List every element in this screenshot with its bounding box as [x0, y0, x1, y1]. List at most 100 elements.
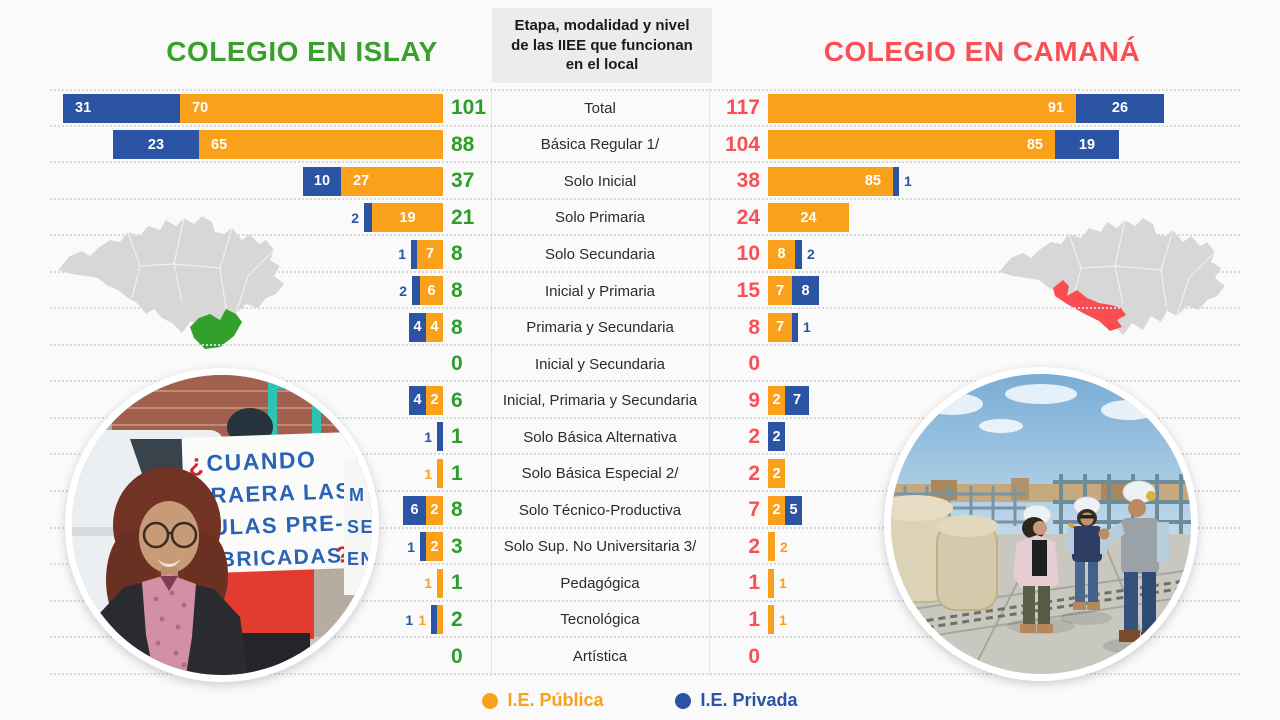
- camana-bar-group: 91 26: [768, 93, 1164, 123]
- bar-segment-publica: [437, 568, 443, 598]
- camana-bar-group: 2: [768, 422, 785, 452]
- bar-value-label-privada: 1: [398, 246, 406, 263]
- camana-title: COLEGIO EN CAMANÁ: [823, 36, 1141, 67]
- islay-province-shape: [190, 309, 242, 349]
- camana-bar-group: 1: [768, 605, 787, 635]
- sign-line: CUANDO: [206, 446, 317, 476]
- bar-segment-privada: 8: [792, 276, 819, 306]
- bar-segment-publica: [768, 605, 774, 635]
- chart-row: 4 4 8 Primaria y Secundaria 8 7 1: [0, 309, 1280, 346]
- islay-total: 88: [451, 132, 475, 156]
- islay-total: 1: [451, 571, 463, 595]
- bar-value-label-privada: 1: [803, 319, 811, 336]
- chart-row: 2 6 8 Inicial y Primaria 15 7 8: [0, 273, 1280, 310]
- camana-total: 0: [748, 644, 760, 668]
- bar-segment-publica: 19: [372, 203, 443, 233]
- camana-total: 2: [748, 461, 760, 485]
- islay-title: COLEGIO EN ISLAY: [166, 36, 438, 67]
- camana-total: 7: [748, 498, 760, 522]
- bar-value-label-publica: 1: [424, 575, 432, 592]
- category-label: Primaria y Secundaria: [526, 319, 674, 337]
- bar-segment-publica: [768, 568, 774, 598]
- camana-total: 2: [748, 425, 760, 449]
- water-tanks: [891, 495, 998, 611]
- chart-row: 0 Inicial y Secundaria 0: [0, 346, 1280, 383]
- category-label: Solo Primaria: [554, 209, 646, 227]
- bar-value-label-privada: 1: [407, 538, 415, 555]
- category-label: Artística: [572, 648, 628, 666]
- center-header-line: de las IIEE que funcionan: [511, 36, 693, 54]
- camana-total: 1: [748, 607, 760, 631]
- bar-value-label-publica: 1: [418, 611, 426, 628]
- bar-segment-privada: 6: [403, 495, 426, 525]
- svg-text:EN: EN: [347, 549, 372, 569]
- islay-total: 37: [451, 169, 475, 193]
- chart-row: 6 2 8 Solo Técnico-Productiva 7 2 5: [0, 492, 1280, 529]
- category-label: Solo Básica Alternativa: [523, 428, 677, 446]
- bar-segment-publica: 91: [768, 93, 1076, 123]
- bar-segment-privada: 31: [63, 93, 180, 123]
- bar-segment-privada: [420, 532, 426, 562]
- bar-segment-publica: [437, 459, 443, 488]
- bar-segment-privada: [411, 239, 417, 269]
- center-header-line: en el local: [565, 56, 639, 73]
- bar-value-label-publica: 1: [424, 465, 432, 482]
- center-header-line: Etapa, modalidad y nivel: [514, 17, 690, 34]
- category-label: Inicial, Primaria y Secundaria: [502, 392, 698, 410]
- category-label: Inicial y Secundaria: [534, 355, 666, 373]
- chart-row: 1 7 8 Solo Secundaria 10 8 2: [0, 236, 1280, 273]
- islay-total: 8: [451, 242, 463, 266]
- legend-publica-label: I.E. Pública: [507, 690, 604, 710]
- islay-total: 101: [451, 96, 487, 120]
- bar-segment-privada: [437, 422, 443, 452]
- camana-bar-group: 2: [768, 459, 785, 488]
- svg-text:M: M: [349, 485, 366, 505]
- bar-segment-publica: 85: [768, 166, 893, 196]
- camana-total: 8: [748, 315, 760, 339]
- camana-total: 15: [736, 279, 760, 303]
- islay-total: 1: [451, 461, 463, 485]
- bar-segment-publica: 7: [417, 239, 443, 269]
- category-label: Solo Sup. No Universitaria 3/: [503, 538, 697, 556]
- bar-segment-publica: [768, 532, 775, 562]
- islay-bar-group: 2 19: [351, 203, 443, 233]
- bar-segment-publica: 2: [426, 495, 443, 525]
- svg-text:SE: SE: [347, 517, 372, 537]
- worker-left: [1013, 504, 1059, 633]
- construction-photo-illustration: [891, 374, 1191, 674]
- camana-bar-group: 85 19: [768, 130, 1119, 160]
- category-label: Pedagógica: [560, 574, 640, 592]
- bar-value-label-privada: 1: [424, 428, 432, 445]
- islay-total: 21: [451, 205, 475, 229]
- bar-segment-privada: [364, 203, 372, 233]
- bar-segment-privada: 4: [409, 385, 426, 415]
- bar-segment-privada: 26: [1076, 93, 1164, 123]
- chart-row: 1 1 Solo Básica Alternativa 2 2: [0, 419, 1280, 456]
- bar-segment-privada: 5: [785, 495, 802, 525]
- islay-bar-group: 10 27: [303, 166, 443, 196]
- chart-row: 4 2 6 Inicial, Primaria y Secundaria 9 2 7: [0, 382, 1280, 419]
- chart-row: 10 27 37 Solo Inicial 38 85 1: [0, 163, 1280, 200]
- islay-bar-group: 1: [424, 568, 443, 598]
- bar-segment-privada: 4: [409, 312, 426, 342]
- bar-segment-publica: 2: [768, 385, 785, 415]
- islay-total: 0: [451, 352, 463, 376]
- sign-open-question: ¿: [188, 449, 204, 478]
- bar-segment-privada: 19: [1055, 130, 1119, 160]
- bar-value-label-publica: 2: [780, 538, 788, 555]
- legend-item-privada: I.E. Privada: [675, 690, 798, 711]
- category-label: Solo Secundaria: [544, 245, 656, 263]
- bar-segment-publica: 7: [768, 276, 792, 306]
- camana-province-shape: [1053, 280, 1126, 331]
- chart-row: 0 Artística 0: [0, 638, 1280, 675]
- chart-row: 1 2 3 Solo Sup. No Universitaria 3/2 2: [0, 529, 1280, 566]
- bar-segment-privada: 7: [785, 385, 809, 415]
